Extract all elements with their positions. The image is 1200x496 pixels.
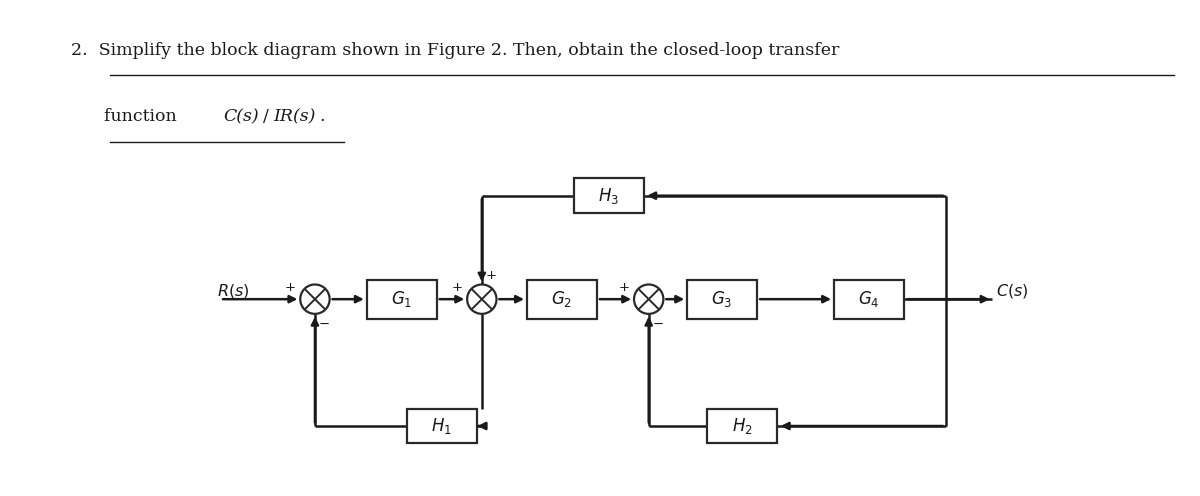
Text: +: + xyxy=(485,269,496,282)
Bar xyxy=(527,280,596,318)
Bar xyxy=(407,409,476,443)
Bar xyxy=(834,280,904,318)
Text: $H_1$: $H_1$ xyxy=(431,416,452,436)
Text: +: + xyxy=(618,282,629,295)
Text: +: + xyxy=(451,282,462,295)
Bar xyxy=(707,409,778,443)
Text: 2.  Simplify the block diagram shown in Figure 2. Then, obtain the closed-loop t: 2. Simplify the block diagram shown in F… xyxy=(71,42,839,59)
Text: /: / xyxy=(264,108,269,125)
Text: $G_3$: $G_3$ xyxy=(712,289,733,309)
Text: function: function xyxy=(71,108,182,125)
Text: $G_4$: $G_4$ xyxy=(858,289,880,309)
Text: $R(s)$: $R(s)$ xyxy=(217,282,250,300)
Text: C(s): C(s) xyxy=(223,108,258,125)
Text: $-$: $-$ xyxy=(652,316,664,329)
Circle shape xyxy=(467,285,497,314)
Text: IR(s): IR(s) xyxy=(274,108,316,125)
Text: $G_2$: $G_2$ xyxy=(551,289,572,309)
Bar xyxy=(367,280,437,318)
Text: +: + xyxy=(284,282,295,295)
Bar xyxy=(688,280,757,318)
Text: .: . xyxy=(320,108,325,125)
Text: $H_3$: $H_3$ xyxy=(598,186,619,206)
Text: $C(s)$: $C(s)$ xyxy=(996,282,1028,300)
Circle shape xyxy=(634,285,664,314)
Text: $-$: $-$ xyxy=(318,316,330,329)
Text: $H_2$: $H_2$ xyxy=(732,416,752,436)
Bar xyxy=(574,179,643,213)
Circle shape xyxy=(300,285,330,314)
Text: $G_1$: $G_1$ xyxy=(391,289,413,309)
